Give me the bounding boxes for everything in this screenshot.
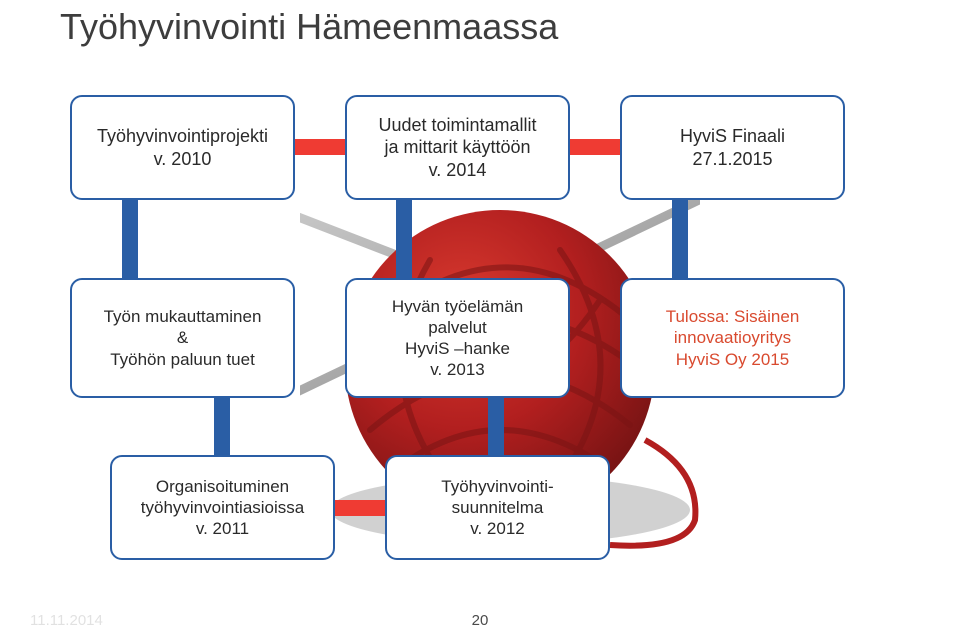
info-box: Työhyvinvointiprojektiv. 2010 — [70, 95, 295, 200]
box-text-line: Työn mukauttaminen — [104, 306, 262, 327]
info-box: HyviS Finaali27.1.2015 — [620, 95, 845, 200]
connector-vertical — [488, 392, 504, 462]
box-text-line: Tulossa: Sisäinen — [666, 306, 800, 327]
box-text-line: v. 2013 — [430, 359, 485, 380]
box-text-line: suunnitelma — [452, 497, 544, 518]
box-text-line: innovaatioyritys — [674, 327, 791, 348]
box-text-line: HyviS Finaali — [680, 125, 785, 148]
connector-vertical — [672, 195, 688, 285]
page-number: 20 — [472, 612, 489, 629]
page-title: Työhyvinvointi Hämeenmaassa — [60, 6, 558, 48]
box-text-line: ja mittarit käyttöön — [384, 136, 530, 159]
box-text-line: & — [177, 327, 188, 348]
info-box: Hyvän työelämänpalvelutHyviS –hankev. 20… — [345, 278, 570, 398]
info-box: Uudet toimintamallitja mittarit käyttöön… — [345, 95, 570, 200]
box-text-line: v. 2014 — [429, 159, 487, 182]
box-text-line: Hyvän työelämän — [392, 296, 523, 317]
box-text-line: v. 2011 — [196, 518, 249, 539]
box-text-line: HyviS –hanke — [405, 338, 510, 359]
info-box: Organisoituminentyöhyvinvointiasioissav.… — [110, 455, 335, 560]
box-text-line: v. 2010 — [154, 148, 212, 171]
connector-vertical — [214, 392, 230, 462]
box-text-line: HyviS Oy 2015 — [676, 349, 789, 370]
box-text-line: Uudet toimintamallit — [378, 114, 536, 137]
box-text-line: Organisoituminen — [156, 476, 289, 497]
box-text-line: työhyvinvointiasioissa — [141, 497, 304, 518]
box-text-line: v. 2012 — [470, 518, 525, 539]
connector-vertical — [396, 195, 412, 285]
info-box: Työhyvinvointi-suunnitelmav. 2012 — [385, 455, 610, 560]
box-text-line: Työhyvinvointi- — [441, 476, 553, 497]
box-text-line: 27.1.2015 — [692, 148, 772, 171]
box-text-line: Työhyvinvointiprojekti — [97, 125, 268, 148]
info-box: Työn mukauttaminen&Työhön paluun tuet — [70, 278, 295, 398]
footer-date: 11.11.2014 — [30, 612, 103, 629]
box-text-line: Työhön paluun tuet — [110, 349, 255, 370]
box-text-line: palvelut — [428, 317, 487, 338]
info-box: Tulossa: SisäineninnovaatioyritysHyviS O… — [620, 278, 845, 398]
connector-vertical — [122, 195, 138, 285]
